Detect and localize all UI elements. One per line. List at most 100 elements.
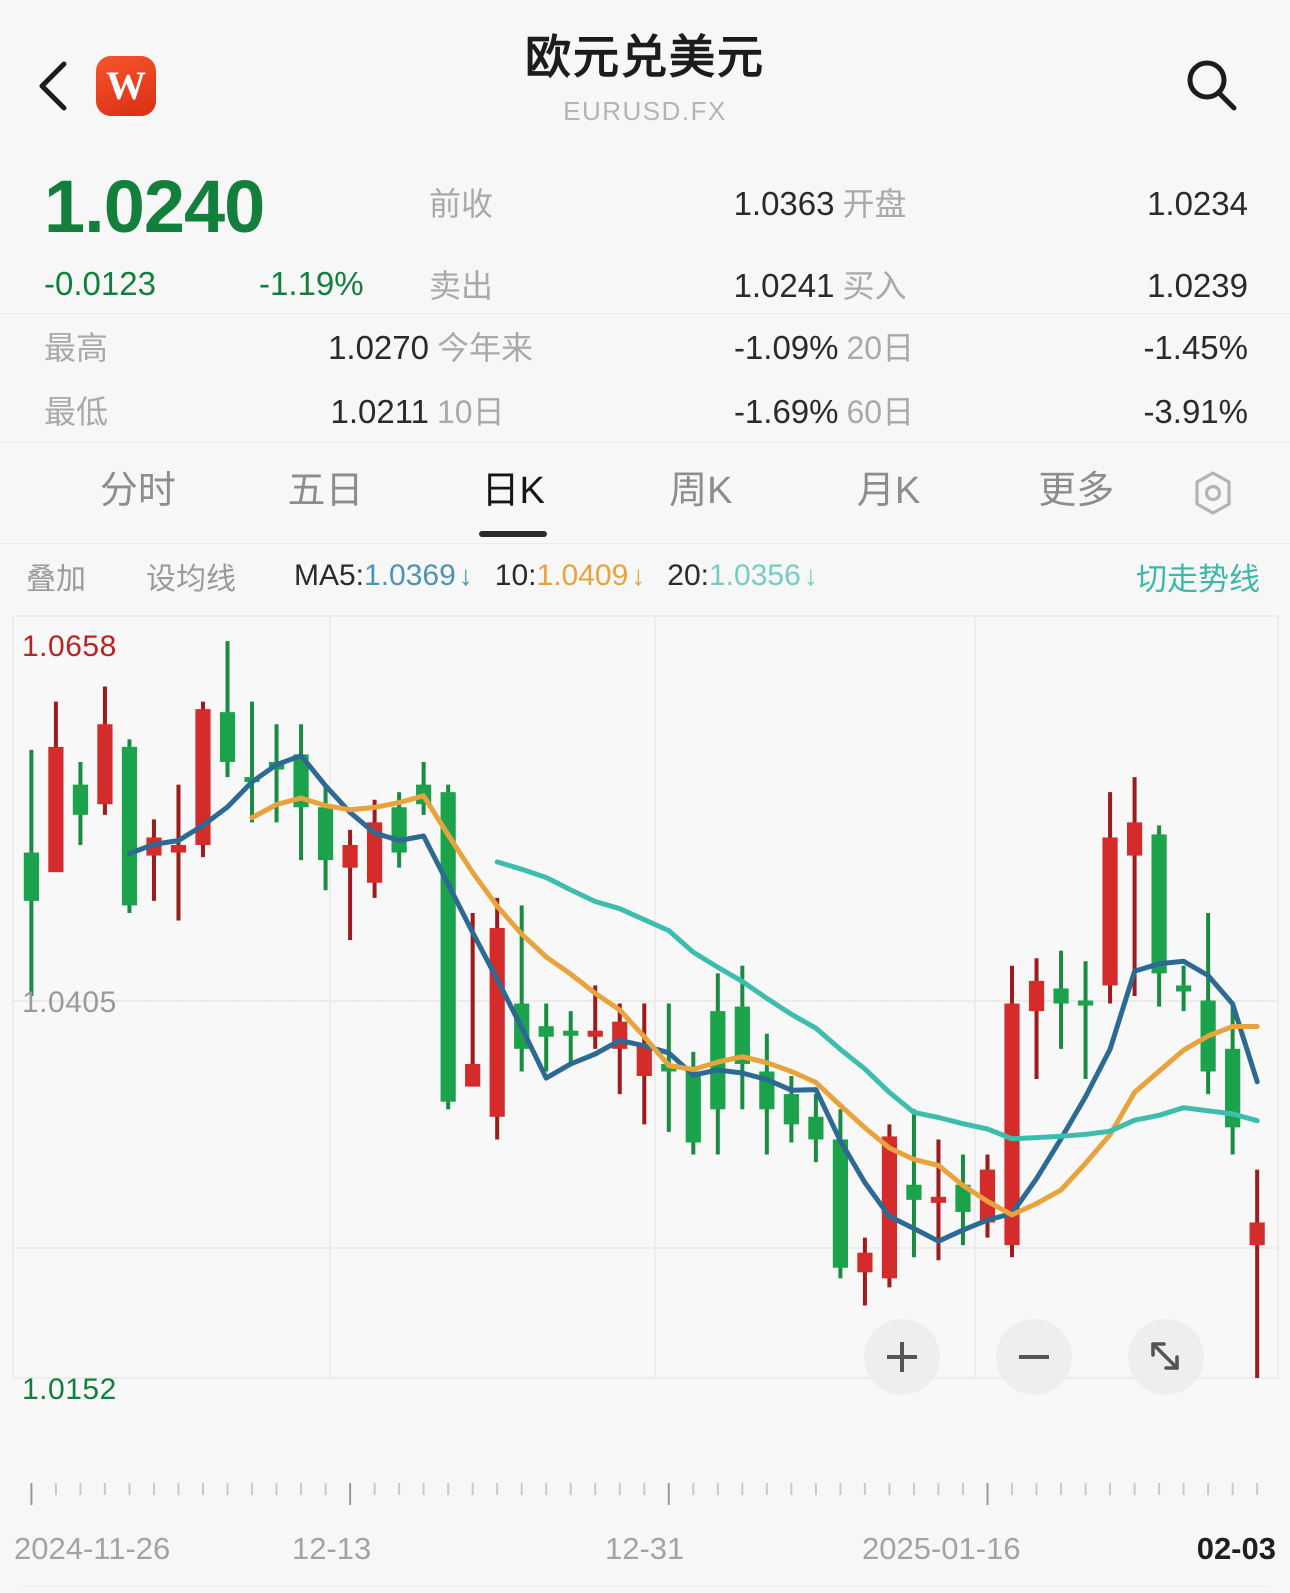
price-column: 1.0240 -0.0123 -1.19% — [44, 165, 429, 303]
stat-value: 1.0211 — [330, 393, 429, 430]
chevron-left-icon — [39, 61, 67, 111]
stat-label: 今年来 — [437, 330, 534, 366]
stat-cell: 60日 -3.91% — [847, 387, 1257, 433]
stat-label: 最高 — [44, 330, 109, 366]
quote-pair-value: 1.0241 — [733, 267, 835, 304]
change-percent: -1.19% — [259, 265, 364, 302]
moving-average-lines — [126, 753, 1260, 1244]
quote-stats-grid: 最高 1.0270 今年来 -1.09% 20日 -1.45% 最低 1.021… — [0, 314, 1290, 442]
stat-cell: 10日 -1.69% — [437, 387, 847, 433]
stat-cell: 今年来 -1.09% — [437, 323, 847, 369]
stat-cell: 20日 -1.45% — [847, 323, 1257, 369]
ma20-readout: 20:1.0356 ↓ — [667, 559, 817, 593]
hexagon-settings-icon — [1195, 471, 1231, 515]
stat-cell: 最低 1.0211 — [44, 387, 437, 433]
app-logo[interactable]: W — [96, 56, 156, 116]
quote-pair-label: 前收 — [429, 186, 494, 222]
app-header: W 欧元兑美元 EURUSD.FX — [0, 0, 1290, 155]
ma-toolbar: 叠加 设均线 MA5:1.0369 ↓ 10:1.0409 ↓ 20:1.0356 ↓… — [0, 544, 1290, 608]
tab-fenshi[interactable]: 分时 — [99, 470, 176, 512]
change-absolute: -0.0123 — [44, 265, 156, 302]
ma20-label: 20: — [667, 559, 709, 592]
back-button[interactable] — [36, 60, 70, 112]
plus-icon — [887, 1342, 917, 1372]
page-title-block: 欧元兑美元 EURUSD.FX — [0, 28, 1290, 127]
stat-label: 最低 — [44, 394, 109, 430]
quote-pair: 前收 1.0363 — [429, 179, 843, 261]
ma10-value: 1.0409 — [536, 559, 629, 592]
stat-value: 1.0270 — [328, 329, 429, 366]
ma10-arrow-icon: ↓ — [631, 560, 646, 591]
ma10-label: 10: — [494, 559, 537, 592]
quote-pair-value: 1.0239 — [1147, 267, 1248, 304]
quote-pairs-left: 前收 1.0363 卖出 1.0241 — [429, 179, 843, 343]
chart-period-tabs: 分时 五日 日K 周K 月K 更多 — [0, 443, 1290, 543]
stat-label: 20日 — [846, 330, 915, 366]
stat-value: -1.69% — [733, 393, 839, 430]
set-ma-button[interactable]: 设均线 — [146, 563, 236, 596]
zoom-in-button[interactable] — [864, 1319, 940, 1395]
search-button[interactable] — [1182, 56, 1242, 116]
ma-values: MA5:1.0369 ↓ 10:1.0409 ↓ 20:1.0356 ↓ — [294, 559, 840, 593]
quote-pairs: 前收 1.0363 卖出 1.0241 开盘 1.0234 买入 1.0239 — [429, 165, 1256, 343]
ma10-readout: 10:1.0409 ↓ — [495, 559, 645, 593]
overlay-button[interactable]: 叠加 — [26, 563, 86, 596]
switch-trendline-button[interactable]: 切走势线 — [1136, 561, 1260, 597]
ma20-arrow-icon: ↓ — [803, 560, 818, 591]
divider — [0, 313, 1290, 314]
stat-label: 10日 — [437, 394, 505, 430]
footer-divider — [20, 1586, 1270, 1587]
tab-weekly-k[interactable]: 周K — [669, 470, 733, 512]
x-axis-label: 2025-01-16 — [862, 1531, 1021, 1566]
quote-pair-value: 1.0234 — [1147, 185, 1248, 222]
quote-pair: 卖出 1.0241 — [429, 261, 843, 343]
chart-zoom-controls — [864, 1319, 1204, 1395]
x-axis-label: 02-03 — [1196, 1531, 1276, 1566]
quote-pair-label: 开盘 — [842, 186, 907, 222]
quote-pair-label: 卖出 — [429, 268, 494, 304]
tab-more[interactable]: 更多 — [1038, 470, 1115, 512]
symbol-code: EURUSD.FX — [563, 96, 727, 126]
tab-daily-k[interactable]: 日K — [419, 443, 607, 543]
table-row: 最高 1.0270 今年来 -1.09% 20日 -1.45% — [44, 314, 1256, 378]
quote-pair-label: 买入 — [842, 268, 907, 304]
x-axis: 2024-11-26 12-13 12-31 2025-01-16 02-03 — [0, 1475, 1290, 1593]
chart-settings-button[interactable] — [1170, 466, 1256, 520]
tab-five-day[interactable]: 五日 — [287, 470, 364, 512]
chart-canvas[interactable] — [0, 608, 1290, 1428]
minus-icon — [1019, 1355, 1049, 1359]
divider — [0, 543, 1290, 544]
quote-pair: 买入 1.0239 — [843, 261, 1257, 343]
fullscreen-button[interactable] — [1128, 1319, 1204, 1395]
candle-series — [23, 641, 1265, 1378]
search-icon — [1187, 60, 1237, 111]
stat-value: -1.09% — [733, 329, 839, 366]
ma5-value: 1.0369 — [364, 559, 456, 592]
ma5-label: MA5: — [294, 559, 365, 592]
stat-value: -1.45% — [1143, 329, 1248, 366]
ma5-readout: MA5:1.0369 ↓ — [294, 559, 473, 593]
change-row: -0.0123 -1.19% — [44, 265, 429, 303]
chart-gridlines — [12, 615, 1279, 1379]
divider — [0, 442, 1290, 443]
x-axis-label: 12-31 — [605, 1531, 685, 1566]
quote-summary: 1.0240 -0.0123 -1.19% 前收 1.0363 卖出 1.024… — [0, 155, 1290, 313]
x-axis-label: 2024-11-26 — [14, 1531, 171, 1566]
last-price: 1.0240 — [44, 165, 265, 248]
ma5-arrow-icon: ↓ — [458, 560, 473, 591]
quote-pair-value: 1.0363 — [733, 185, 835, 222]
expand-arrows-icon — [1151, 1342, 1179, 1370]
zoom-out-button[interactable] — [996, 1319, 1072, 1395]
quote-pair: 开盘 1.0234 — [843, 179, 1257, 261]
stat-value: -3.91% — [1143, 393, 1248, 430]
page-title: 欧元兑美元 — [525, 31, 765, 83]
candlestick-chart[interactable]: 1.0658 1.0405 1.0152 — [0, 608, 1290, 1475]
table-row: 最低 1.0211 10日 -1.69% 60日 -3.91% — [44, 378, 1256, 442]
tab-monthly-k[interactable]: 月K — [856, 470, 921, 512]
stat-cell: 最高 1.0270 — [44, 323, 437, 369]
ma20-value: 1.0356 — [709, 559, 801, 592]
quote-pairs-right: 开盘 1.0234 买入 1.0239 — [843, 179, 1257, 343]
x-axis-ticks — [30, 1483, 1259, 1505]
x-axis-label: 12-13 — [292, 1531, 372, 1566]
